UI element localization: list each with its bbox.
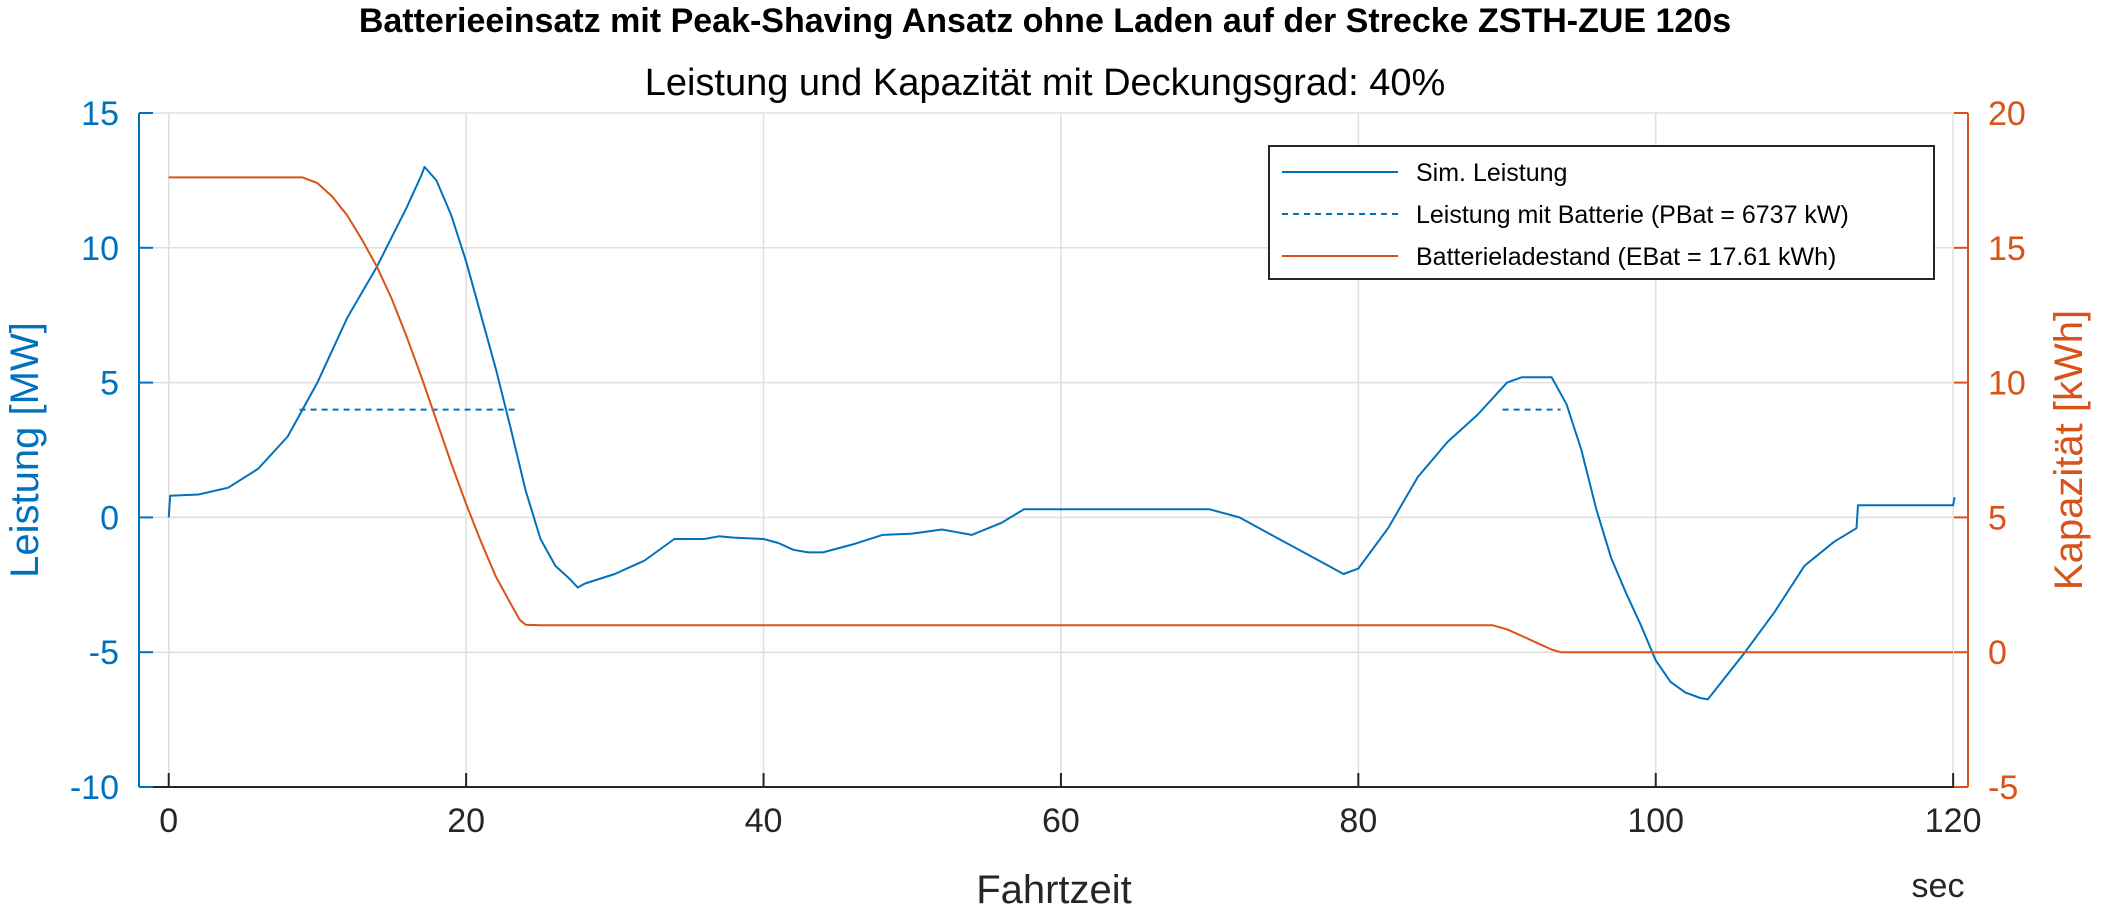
y-tick-label-right: 20	[1988, 95, 2026, 133]
y-axis-right-label: Kapazität [kWh]	[2047, 310, 2091, 590]
y-tick-label-right: 0	[1988, 634, 2007, 672]
x-tick-label: 80	[1339, 802, 1377, 840]
y-tick-label-left: 0	[100, 499, 119, 537]
legend-label-1: Sim. Leistung	[1416, 159, 1567, 187]
x-tick-label: 0	[159, 802, 178, 840]
x-tick-label: 20	[447, 802, 485, 840]
series-line-3	[168, 176, 1954, 654]
x-axis-label: Fahrtzeit	[976, 868, 1132, 910]
legend: Sim. Leistung Leistung mit Batterie (PBat…	[1268, 145, 1935, 280]
y-tick-label-right: 10	[1988, 365, 2026, 403]
y-tick-label-right: -5	[1988, 769, 2018, 807]
axes: 0 20 40 60 80 100 120 -10 -5 0 5 10 15 -5 0 5 10 15 20	[70, 95, 2026, 840]
x-tick-label: 60	[1042, 802, 1080, 840]
x-axis-unit: sec	[1912, 867, 1965, 905]
x-tick-label: 100	[1627, 802, 1684, 840]
y-axis-left-label: Leistung [MW]	[3, 322, 47, 578]
chart-title: Batterieeinsatz mit Peak-Shaving Ansatz …	[359, 2, 1731, 40]
chart-subtitle: Leistung und Kapazität mit Deckungsgrad:…	[645, 62, 1446, 104]
series-line-1	[167, 165, 1956, 701]
y-tick-label-left: 15	[81, 95, 119, 133]
y-tick-label-left: 5	[100, 365, 119, 403]
y-tick-label-left: -5	[89, 634, 119, 672]
y-tick-label-right: 15	[1988, 230, 2026, 268]
y-tick-label-right: 5	[1988, 499, 2007, 537]
legend-label-3: Batterieladestand (EBat = 17.61 kWh)	[1416, 243, 1836, 271]
legend-label-2: Leistung mit Batterie (PBat = 6737 kW)	[1416, 201, 1849, 229]
x-tick-label: 120	[1925, 802, 1982, 840]
plot-area	[167, 165, 1956, 701]
y-tick-label-left: 10	[81, 230, 119, 268]
x-tick-label: 40	[745, 802, 783, 840]
y-tick-label-left: -10	[70, 769, 119, 807]
